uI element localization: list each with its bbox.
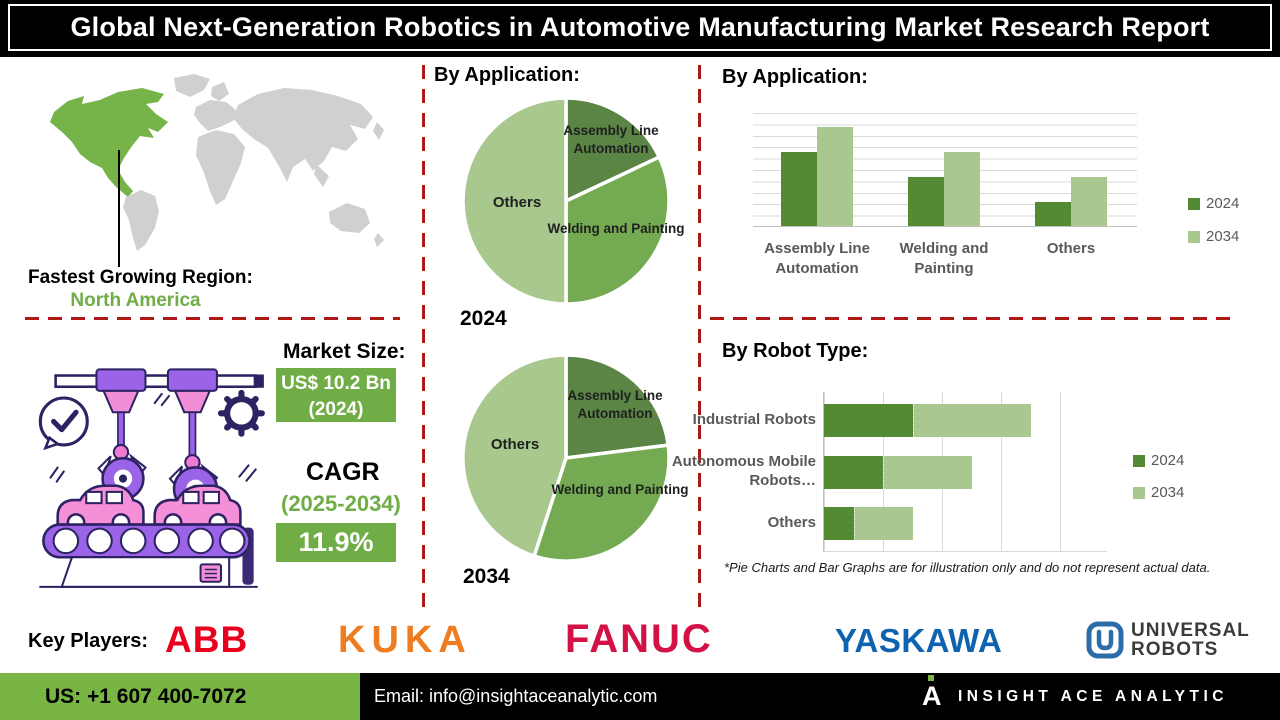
legend-swatch-2024: [1188, 197, 1200, 210]
header-bar: Global Next-Generation Robotics in Autom…: [0, 0, 1280, 57]
insight-ace-logo-icon: A: [922, 681, 942, 711]
pie1-label-welding: Welding and Painting: [547, 221, 685, 236]
hbar-Autonomous Mobile Robots…-2034: [883, 456, 972, 489]
market-size-value: US$ 10.2 Bn: [281, 373, 391, 394]
hbar-legend-2034: 2034: [1133, 484, 1184, 501]
bar-section-title: By Application:: [722, 66, 868, 88]
page-title: Global Next-Generation Robotics in Autom…: [70, 12, 1210, 42]
market-size-label: Market Size:: [283, 340, 406, 363]
bar-chart-by-robot-type: [823, 392, 1107, 552]
divider-left-horizontal: [25, 317, 400, 320]
legend-label-2034: 2034: [1206, 228, 1240, 245]
kuka-logo: KUKA: [338, 619, 472, 661]
universal-robots-logo: UNIVERSAL ROBOTS: [1085, 620, 1250, 660]
hbar-legend-swatch-2034: [1133, 486, 1145, 499]
divider-vertical-1: [422, 65, 425, 610]
bar-cat-assembly: Assembly Line Automation: [764, 240, 870, 278]
yaskawa-logo: YASKAWA: [835, 622, 1003, 659]
key-players-label: Key Players:: [28, 630, 149, 652]
pie2-label-assembly: Assembly Line Automation: [567, 388, 663, 422]
cagr-period: (2025-2034): [281, 491, 401, 516]
divider-vertical-2: [698, 65, 701, 610]
footer-brand: INSIGHT ACE ANALYTIC: [958, 687, 1228, 705]
hbar-cat-amr: Autonomous Mobile Robots…: [671, 453, 816, 489]
fastest-region-value: North America: [70, 290, 201, 311]
cagr-value-box: 11.9%: [276, 523, 396, 562]
bar-cat-welding: Welding and Painting: [899, 240, 989, 278]
vbar-Assembly Line Automation-2024: [781, 151, 817, 226]
disclaimer-text: *Pie Charts and Bar Graphs are for illus…: [724, 560, 1211, 575]
ur-text-line2: ROBOTS: [1131, 639, 1219, 660]
hbar-legend-2024: 2024: [1133, 452, 1184, 469]
bar-legend-2024: 2024: [1188, 195, 1239, 212]
hbar-Others-2034: [853, 507, 913, 540]
market-size-year: (2024): [308, 398, 364, 420]
pie-chart-2024: [461, 96, 671, 306]
footer-email: Email: info@insightaceanalytic.com: [374, 686, 658, 706]
fanuc-logo: FANUC: [565, 617, 713, 661]
world-map: [50, 74, 384, 251]
legend-swatch-2034: [1188, 230, 1200, 243]
pie2-year: 2034: [463, 565, 510, 588]
car-1: [56, 484, 145, 532]
hbar-cat-others: Others: [767, 514, 816, 531]
pie2-label-welding: Welding and Painting: [551, 482, 689, 497]
hbar-Industrial Robots-2034: [912, 404, 1032, 437]
footer-bar: US: +1 607 400-7072 Email: info@insighta…: [0, 673, 1280, 720]
footer-phone-section: US: +1 607 400-7072: [0, 673, 360, 720]
gear-icon: [217, 389, 265, 437]
map-region-north-america: [50, 88, 168, 197]
hbar-Industrial Robots-2024: [824, 404, 913, 437]
check-icon: [38, 396, 89, 451]
legend-label-2024: 2024: [1206, 195, 1240, 212]
divider-right-horizontal: [710, 317, 1235, 320]
vbar-Others-2034: [1071, 177, 1107, 226]
pie-section-title: By Application:: [434, 64, 580, 86]
market-size-box: US$ 10.2 Bn (2024): [276, 368, 396, 422]
footer-phone: US: +1 607 400-7072: [45, 684, 247, 708]
fastest-region-label: Fastest Growing Region:: [28, 267, 253, 288]
pie1-year: 2024: [460, 307, 507, 330]
vbar-Others-2024: [1035, 202, 1071, 226]
header-border: Global Next-Generation Robotics in Autom…: [8, 4, 1272, 51]
hbar-legend-label-2024: 2024: [1151, 452, 1185, 469]
hbar-Others-2024: [824, 507, 854, 540]
cagr-label: CAGR: [306, 458, 380, 486]
bar-legend-2034: 2034: [1188, 228, 1239, 245]
abb-logo: ABB: [165, 619, 249, 660]
pie2-label-others: Others: [490, 436, 540, 453]
pie1-label-others: Others: [492, 194, 542, 211]
hbar-cat-industrial: Industrial Robots: [692, 411, 816, 428]
pie1-label-assembly: Assembly Line Automation: [563, 123, 659, 157]
insight-ace-logo-pin: [928, 675, 934, 681]
vbar-Welding and Painting-2034: [944, 151, 980, 226]
pie-chart-2034: [461, 353, 671, 563]
vbar-Assembly Line Automation-2034: [817, 126, 853, 226]
robot-type-title: By Robot Type:: [722, 340, 869, 362]
map-callout-line: [118, 150, 120, 267]
assembly-line-illustration: [38, 368, 265, 588]
hbar-Autonomous Mobile Robots…-2024: [824, 456, 884, 489]
vbar-Welding and Painting-2024: [908, 177, 944, 226]
bar-chart-by-application: [753, 113, 1137, 227]
hbar-legend-label-2034: 2034: [1151, 484, 1185, 501]
ur-text-line1: UNIVERSAL: [1131, 620, 1250, 641]
bar-cat-others: Others: [1046, 240, 1096, 257]
ur-monogram-icon: [1086, 621, 1124, 659]
hbar-legend-swatch-2024: [1133, 454, 1145, 467]
